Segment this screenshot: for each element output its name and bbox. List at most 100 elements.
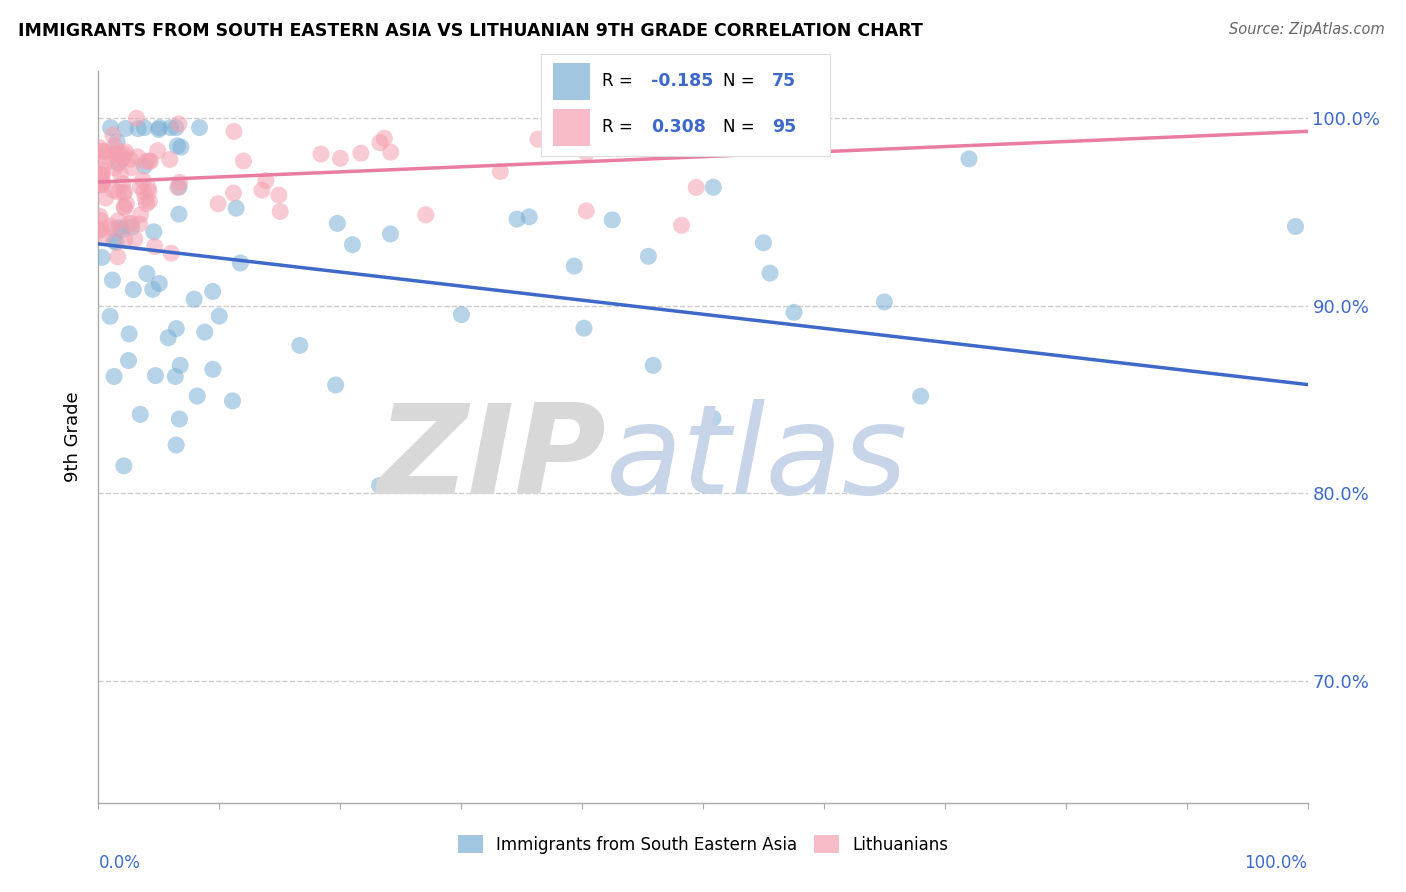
Point: [183, 292, 205, 306]
Point: [142, 282, 165, 296]
Point: [572, 321, 595, 335]
Point: [118, 326, 141, 341]
Point: [527, 132, 550, 146]
Text: N =: N =: [723, 72, 759, 90]
Point: [368, 136, 391, 150]
Point: [124, 232, 146, 246]
Point: [90, 222, 112, 236]
Text: 0.0%: 0.0%: [98, 854, 141, 872]
Point: [127, 121, 149, 136]
Point: [169, 412, 191, 426]
Point: [309, 147, 332, 161]
Point: [373, 131, 395, 145]
Point: [637, 249, 659, 263]
Point: [325, 378, 347, 392]
Point: [94, 156, 117, 170]
Point: [138, 185, 160, 199]
Point: [160, 246, 183, 260]
Point: [108, 220, 131, 235]
Point: [575, 203, 598, 218]
Point: [166, 180, 188, 194]
Point: [350, 146, 373, 161]
Point: [111, 222, 134, 236]
Point: [135, 196, 157, 211]
Point: [104, 161, 127, 175]
Legend: Immigrants from South Eastern Asia, Lithuanians: Immigrants from South Eastern Asia, Lith…: [451, 829, 955, 860]
Point: [157, 331, 180, 345]
Point: [129, 179, 152, 194]
Point: [89, 209, 111, 223]
Point: [89, 141, 111, 155]
Point: [165, 321, 187, 335]
Point: [229, 256, 252, 270]
Point: [101, 273, 124, 287]
Point: [575, 145, 598, 160]
Point: [134, 192, 156, 206]
Point: [138, 194, 160, 209]
Point: [326, 216, 349, 230]
Point: [105, 135, 128, 149]
Point: [114, 201, 136, 215]
Point: [134, 159, 156, 173]
Point: [600, 213, 623, 227]
Point: [127, 150, 149, 164]
Point: [89, 173, 111, 187]
Point: [201, 285, 224, 299]
Point: [91, 163, 114, 178]
Point: [254, 174, 277, 188]
Point: [136, 180, 159, 194]
Point: [89, 172, 111, 186]
Point: [752, 235, 775, 250]
Point: [148, 122, 170, 136]
Point: [232, 154, 254, 169]
Point: [685, 180, 707, 194]
Point: [112, 186, 135, 200]
Point: [186, 389, 208, 403]
Point: [103, 222, 125, 236]
Text: atlas: atlas: [606, 399, 908, 519]
Bar: [553, 109, 591, 145]
Point: [90, 176, 112, 190]
Point: [94, 191, 117, 205]
Point: [107, 250, 129, 264]
Point: [120, 153, 142, 167]
Point: [222, 124, 245, 138]
Point: [910, 389, 932, 403]
Point: [90, 174, 112, 188]
Point: [135, 154, 157, 169]
Point: [165, 369, 187, 384]
Text: IMMIGRANTS FROM SOUTH EASTERN ASIA VS LITHUANIAN 9TH GRADE CORRELATION CHART: IMMIGRANTS FROM SOUTH EASTERN ASIA VS LI…: [18, 22, 924, 40]
Point: [91, 178, 114, 192]
Point: [114, 185, 136, 199]
Point: [269, 204, 291, 219]
Point: [107, 156, 129, 170]
Text: 0.308: 0.308: [651, 119, 706, 136]
Point: [783, 305, 806, 319]
Point: [1284, 219, 1306, 234]
Point: [112, 151, 135, 165]
Point: [110, 167, 132, 181]
Point: [100, 120, 122, 135]
Point: [412, 479, 434, 493]
Point: [107, 146, 129, 161]
Point: [167, 117, 190, 131]
Point: [100, 219, 122, 234]
Point: [132, 173, 155, 187]
Point: [91, 144, 114, 158]
Point: [148, 120, 170, 135]
Point: [103, 234, 125, 248]
Bar: [553, 62, 591, 100]
Point: [111, 151, 134, 165]
Point: [142, 225, 165, 239]
Point: [103, 183, 125, 197]
Point: [957, 152, 980, 166]
Point: [139, 154, 162, 169]
Point: [167, 207, 190, 221]
Point: [415, 208, 437, 222]
Point: [873, 295, 896, 310]
Point: [104, 146, 127, 161]
Point: [90, 213, 112, 227]
Point: [107, 156, 129, 170]
Point: [633, 135, 655, 149]
Point: [103, 139, 125, 153]
